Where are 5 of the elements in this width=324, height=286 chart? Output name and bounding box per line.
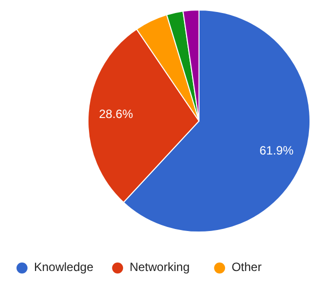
legend-label: Other — [232, 260, 262, 274]
legend-label: Networking — [130, 260, 190, 274]
data-label: 28.6% — [98, 106, 134, 121]
data-label: 61.9% — [259, 144, 294, 158]
legend-label: Knowledge — [34, 260, 94, 274]
